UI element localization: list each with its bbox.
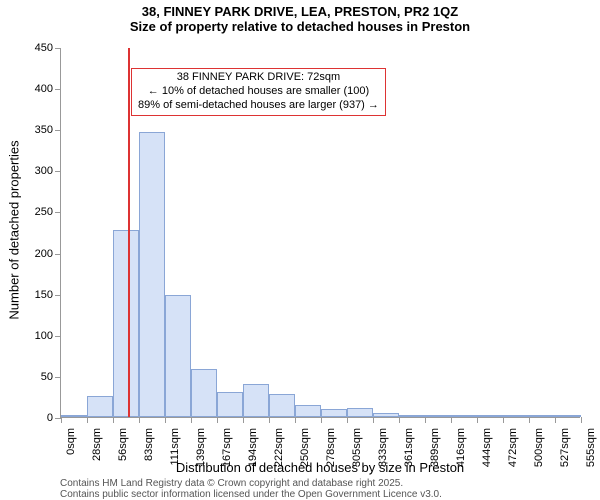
x-tick-label: 527sqm [559, 428, 571, 468]
x-tick [113, 417, 114, 423]
histogram-bar [217, 392, 243, 417]
footer-line-2: Contains public sector information licen… [60, 489, 442, 500]
y-tick-label: 400 [35, 83, 61, 95]
x-tick [373, 417, 374, 423]
histogram-bar [87, 396, 113, 417]
y-axis-title: Number of detached properties [7, 140, 22, 319]
histogram-bar [425, 415, 451, 417]
x-tick [87, 417, 88, 423]
title-line-2: Size of property relative to detached ho… [0, 19, 600, 34]
x-tick [399, 417, 400, 423]
title-line-1: 38, FINNEY PARK DRIVE, LEA, PRESTON, PR2… [0, 4, 600, 19]
x-tick [425, 417, 426, 423]
x-tick-label: 444sqm [481, 428, 493, 468]
annotation-line-1: 38 FINNEY PARK DRIVE: 72sqm [138, 71, 379, 85]
histogram-bar [529, 415, 555, 417]
y-tick-label: 450 [35, 42, 61, 54]
histogram-bar [139, 132, 165, 417]
x-tick [503, 417, 504, 423]
x-tick [165, 417, 166, 423]
y-tick-label: 350 [35, 124, 61, 136]
chart-area: 0501001502002503003504004500sqm28sqm56sq… [60, 48, 580, 418]
x-tick [321, 417, 322, 423]
x-tick-label: 28sqm [91, 428, 103, 468]
x-tick [581, 417, 582, 423]
histogram-bar [61, 415, 87, 417]
annotation-line-3: 89% of semi-detached houses are larger (… [138, 99, 379, 113]
histogram-bar [295, 405, 321, 417]
x-tick [347, 417, 348, 423]
x-tick-label: 0sqm [65, 428, 77, 468]
x-tick [295, 417, 296, 423]
histogram-bar [555, 415, 581, 417]
annotation-line-2: ← 10% of detached houses are smaller (10… [138, 85, 379, 99]
x-tick [61, 417, 62, 423]
footer: Contains HM Land Registry data © Crown c… [60, 478, 442, 500]
chart-title: 38, FINNEY PARK DRIVE, LEA, PRESTON, PR2… [0, 0, 600, 34]
footer-line-1: Contains HM Land Registry data © Crown c… [60, 478, 442, 489]
x-tick-label: 83sqm [143, 428, 155, 468]
annotation-box: 38 FINNEY PARK DRIVE: 72sqm← 10% of deta… [131, 68, 386, 115]
y-tick-label: 300 [35, 165, 61, 177]
y-tick-label: 200 [35, 248, 61, 260]
histogram-bar [399, 415, 425, 417]
x-tick [555, 417, 556, 423]
x-tick [217, 417, 218, 423]
histogram-bar [113, 230, 139, 417]
histogram-bar [269, 394, 295, 417]
histogram-bar [191, 369, 217, 417]
x-tick-label: 555sqm [585, 428, 597, 468]
x-tick [191, 417, 192, 423]
y-tick-label: 50 [41, 371, 61, 383]
x-tick [451, 417, 452, 423]
y-tick-label: 250 [35, 206, 61, 218]
x-axis-title: Distribution of detached houses by size … [176, 460, 464, 475]
y-tick-label: 0 [47, 412, 61, 424]
x-tick [477, 417, 478, 423]
histogram-bar [451, 415, 477, 417]
histogram-bar [165, 295, 191, 417]
y-tick-label: 150 [35, 289, 61, 301]
y-tick-label: 100 [35, 330, 61, 342]
histogram-bar [321, 409, 347, 417]
plot-area: 0501001502002503003504004500sqm28sqm56sq… [60, 48, 580, 418]
histogram-bar [347, 408, 373, 417]
histogram-bar [503, 415, 529, 417]
x-tick [269, 417, 270, 423]
histogram-bar [373, 413, 399, 417]
x-tick-label: 472sqm [507, 428, 519, 468]
x-tick [243, 417, 244, 423]
x-tick [529, 417, 530, 423]
histogram-bar [477, 415, 503, 417]
x-tick-label: 500sqm [533, 428, 545, 468]
x-tick [139, 417, 140, 423]
histogram-bar [243, 384, 269, 417]
x-tick-label: 56sqm [117, 428, 129, 468]
